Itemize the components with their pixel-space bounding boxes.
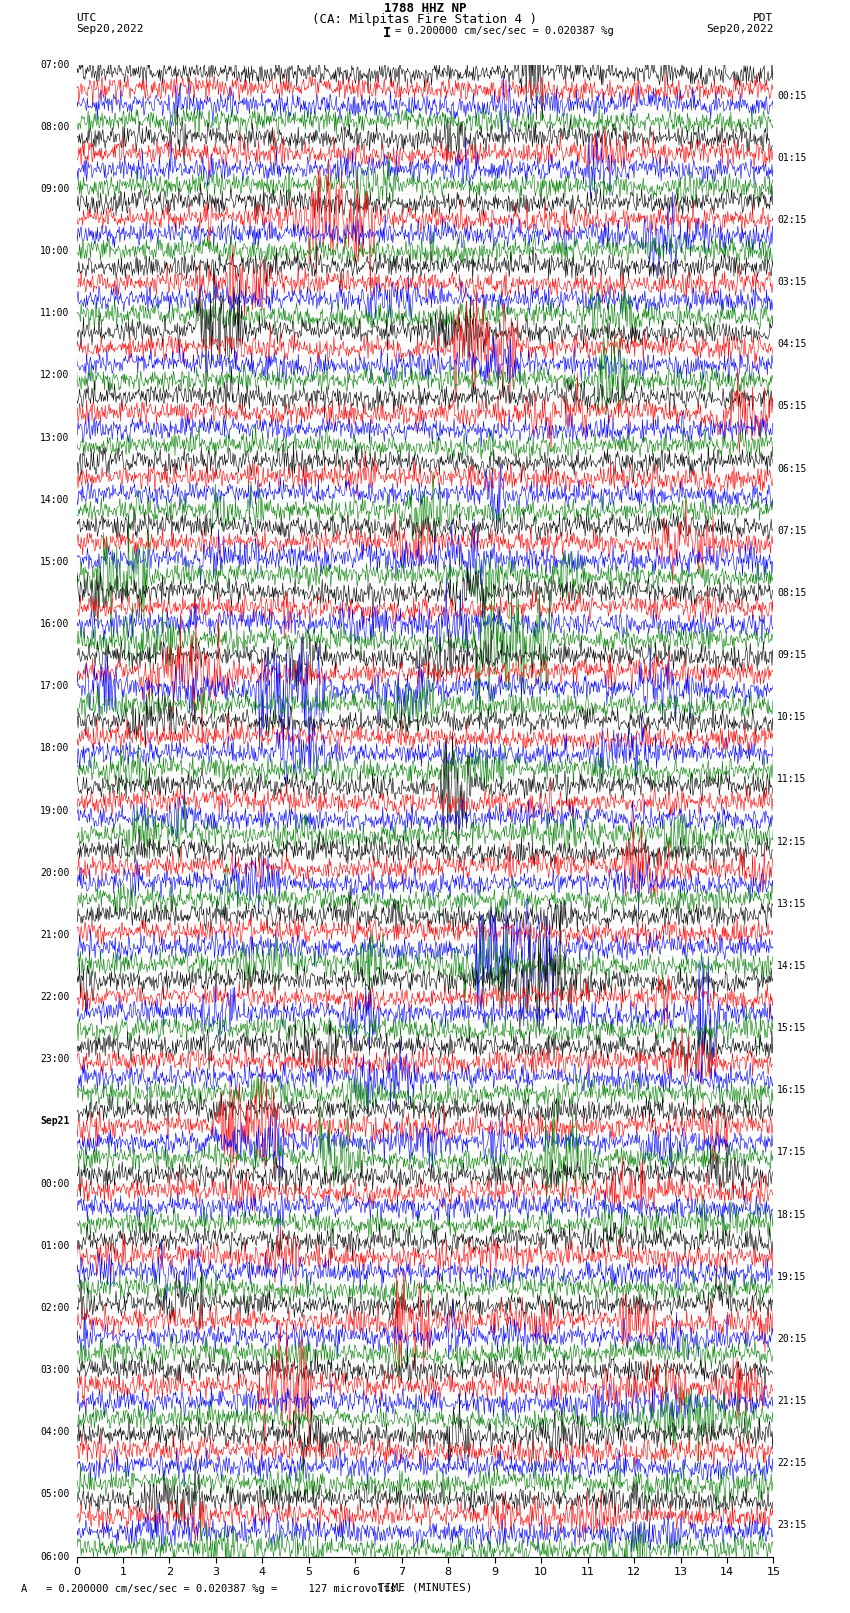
Text: 09:00: 09:00: [40, 184, 70, 194]
Text: 01:15: 01:15: [777, 153, 807, 163]
Text: 1788 HHZ NP: 1788 HHZ NP: [383, 3, 467, 16]
Text: 09:15: 09:15: [777, 650, 807, 660]
Text: 04:00: 04:00: [40, 1428, 70, 1437]
Text: 22:00: 22:00: [40, 992, 70, 1002]
Text: 10:15: 10:15: [777, 713, 807, 723]
Text: 02:00: 02:00: [40, 1303, 70, 1313]
Text: 10:00: 10:00: [40, 247, 70, 256]
Text: A   = 0.200000 cm/sec/sec = 0.020387 %g =     127 microvolts.: A = 0.200000 cm/sec/sec = 0.020387 %g = …: [21, 1584, 403, 1594]
Text: 23:00: 23:00: [40, 1055, 70, 1065]
Text: 05:15: 05:15: [777, 402, 807, 411]
Text: 11:15: 11:15: [777, 774, 807, 784]
Text: 21:15: 21:15: [777, 1397, 807, 1407]
Text: 07:00: 07:00: [40, 60, 70, 69]
Text: 08:00: 08:00: [40, 121, 70, 132]
Text: 17:15: 17:15: [777, 1147, 807, 1158]
Text: 13:00: 13:00: [40, 432, 70, 442]
Text: 02:15: 02:15: [777, 215, 807, 224]
Text: 19:15: 19:15: [777, 1271, 807, 1282]
Text: I: I: [382, 26, 391, 40]
Text: 04:15: 04:15: [777, 339, 807, 350]
Text: 13:15: 13:15: [777, 898, 807, 908]
Text: 14:15: 14:15: [777, 961, 807, 971]
Text: 15:15: 15:15: [777, 1023, 807, 1032]
Text: (CA: Milpitas Fire Station 4 ): (CA: Milpitas Fire Station 4 ): [313, 13, 537, 26]
Text: Sep20,2022: Sep20,2022: [706, 24, 774, 34]
Text: PDT: PDT: [753, 13, 774, 23]
Text: 01:00: 01:00: [40, 1240, 70, 1250]
Text: 03:15: 03:15: [777, 277, 807, 287]
X-axis label: TIME (MINUTES): TIME (MINUTES): [377, 1582, 473, 1592]
Text: 15:00: 15:00: [40, 556, 70, 566]
Text: UTC: UTC: [76, 13, 97, 23]
Text: 16:15: 16:15: [777, 1086, 807, 1095]
Text: 06:00: 06:00: [40, 1552, 70, 1561]
Text: 05:00: 05:00: [40, 1489, 70, 1500]
Text: 21:00: 21:00: [40, 929, 70, 940]
Text: 03:00: 03:00: [40, 1365, 70, 1374]
Text: 18:15: 18:15: [777, 1210, 807, 1219]
Text: 07:15: 07:15: [777, 526, 807, 536]
Text: 20:15: 20:15: [777, 1334, 807, 1344]
Text: 17:00: 17:00: [40, 681, 70, 692]
Text: Sep20,2022: Sep20,2022: [76, 24, 144, 34]
Text: 11:00: 11:00: [40, 308, 70, 318]
Text: 23:15: 23:15: [777, 1521, 807, 1531]
Text: 22:15: 22:15: [777, 1458, 807, 1468]
Text: 06:15: 06:15: [777, 463, 807, 474]
Text: = 0.200000 cm/sec/sec = 0.020387 %g: = 0.200000 cm/sec/sec = 0.020387 %g: [395, 26, 614, 35]
Text: Sep21: Sep21: [40, 1116, 70, 1126]
Text: 12:15: 12:15: [777, 837, 807, 847]
Text: 20:00: 20:00: [40, 868, 70, 877]
Text: 08:15: 08:15: [777, 589, 807, 598]
Text: 12:00: 12:00: [40, 371, 70, 381]
Text: 14:00: 14:00: [40, 495, 70, 505]
Text: 18:00: 18:00: [40, 744, 70, 753]
Text: 00:00: 00:00: [40, 1179, 70, 1189]
Text: 19:00: 19:00: [40, 805, 70, 816]
Text: 16:00: 16:00: [40, 619, 70, 629]
Text: 00:15: 00:15: [777, 90, 807, 100]
